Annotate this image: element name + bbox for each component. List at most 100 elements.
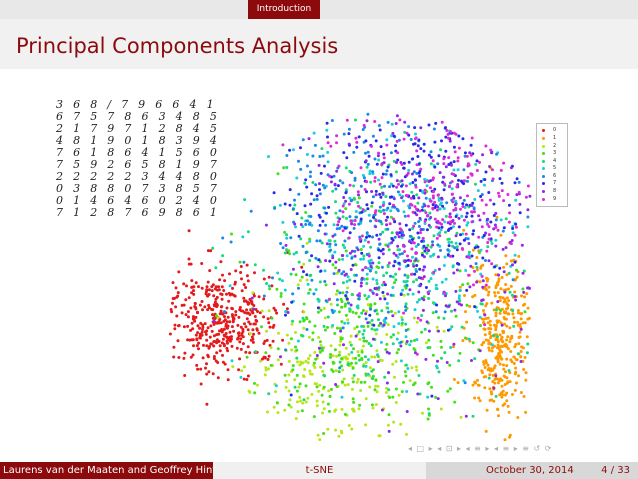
data-point — [406, 171, 410, 175]
data-point — [526, 225, 530, 229]
data-point — [476, 309, 479, 313]
data-point — [431, 203, 435, 207]
beamer-navigation-symbols[interactable]: ◂ □ ▸ ◂ ⊡ ▸ ◂ ≡ ▸ ◂ ≡ ▸ ≡ ↺ ⟳ — [408, 444, 553, 453]
data-point — [501, 229, 505, 233]
data-point — [440, 139, 443, 143]
section-tab-introduction[interactable]: Introduction — [248, 0, 320, 19]
data-point — [342, 132, 346, 136]
data-point — [197, 347, 200, 351]
data-point — [303, 368, 307, 371]
data-point — [420, 330, 424, 334]
data-point — [352, 347, 355, 351]
data-point — [339, 329, 343, 333]
data-point — [417, 298, 421, 302]
data-point — [287, 341, 291, 345]
data-point — [496, 291, 500, 295]
data-point — [287, 373, 291, 377]
data-point — [370, 403, 374, 407]
data-point — [377, 248, 381, 252]
data-point — [285, 154, 289, 157]
data-point — [379, 232, 382, 236]
data-point — [492, 334, 495, 337]
legend-swatch — [542, 174, 545, 178]
data-point — [377, 324, 381, 328]
data-point — [482, 317, 486, 321]
data-point — [474, 162, 478, 166]
data-point — [403, 120, 407, 124]
data-point — [481, 279, 485, 283]
data-point — [391, 286, 395, 289]
data-point — [425, 228, 429, 232]
data-point — [414, 245, 418, 248]
data-point — [205, 402, 209, 406]
data-point — [305, 241, 309, 245]
data-point — [514, 222, 518, 226]
data-point — [376, 384, 380, 388]
data-point — [460, 179, 463, 183]
data-point — [344, 207, 348, 211]
data-point — [431, 243, 435, 247]
data-point — [291, 368, 295, 372]
data-point — [300, 216, 304, 220]
data-point — [505, 364, 509, 368]
data-point — [394, 253, 398, 257]
data-point — [394, 387, 398, 391]
data-point — [439, 228, 443, 232]
data-point — [242, 365, 246, 369]
data-point — [287, 249, 291, 253]
data-point — [504, 254, 508, 258]
data-point — [274, 384, 278, 388]
data-point — [287, 403, 291, 407]
data-point — [359, 380, 363, 384]
data-point — [327, 205, 331, 209]
data-point — [387, 371, 391, 375]
data-point — [268, 325, 272, 329]
data-point — [400, 315, 404, 319]
data-point — [370, 327, 374, 331]
data-point — [432, 270, 436, 274]
data-point — [299, 146, 302, 150]
data-point — [322, 385, 326, 389]
data-point — [350, 387, 354, 391]
legend-swatch — [542, 136, 545, 140]
data-point — [338, 226, 342, 230]
data-point — [205, 344, 209, 348]
data-point — [381, 172, 385, 176]
data-point — [357, 204, 360, 208]
legend-swatch — [542, 159, 545, 163]
data-point — [338, 209, 342, 213]
data-point — [422, 295, 426, 299]
data-point — [323, 316, 327, 320]
data-point — [406, 254, 409, 258]
data-point — [415, 368, 419, 372]
data-point — [387, 388, 391, 392]
legend-label: 1 — [553, 134, 557, 141]
data-point — [223, 315, 226, 319]
data-point — [508, 326, 512, 330]
data-point — [455, 245, 459, 249]
data-point — [342, 151, 346, 155]
data-point — [190, 321, 194, 325]
data-point — [374, 384, 378, 388]
data-point — [313, 143, 317, 147]
data-point — [501, 329, 505, 333]
data-point — [484, 429, 488, 433]
data-point — [504, 246, 508, 250]
legend-swatch — [542, 182, 545, 186]
data-point — [461, 202, 465, 206]
data-point — [495, 152, 499, 156]
data-point — [493, 364, 497, 368]
data-point — [443, 291, 446, 295]
data-point — [353, 219, 357, 222]
data-point — [274, 390, 277, 394]
data-point — [367, 213, 371, 217]
data-point — [307, 335, 311, 339]
data-point — [344, 346, 348, 350]
data-point — [363, 238, 367, 242]
data-point — [354, 263, 358, 267]
data-point — [345, 280, 349, 283]
data-point — [380, 162, 384, 166]
data-point — [215, 303, 219, 307]
data-point — [307, 357, 310, 361]
data-point — [201, 328, 204, 331]
